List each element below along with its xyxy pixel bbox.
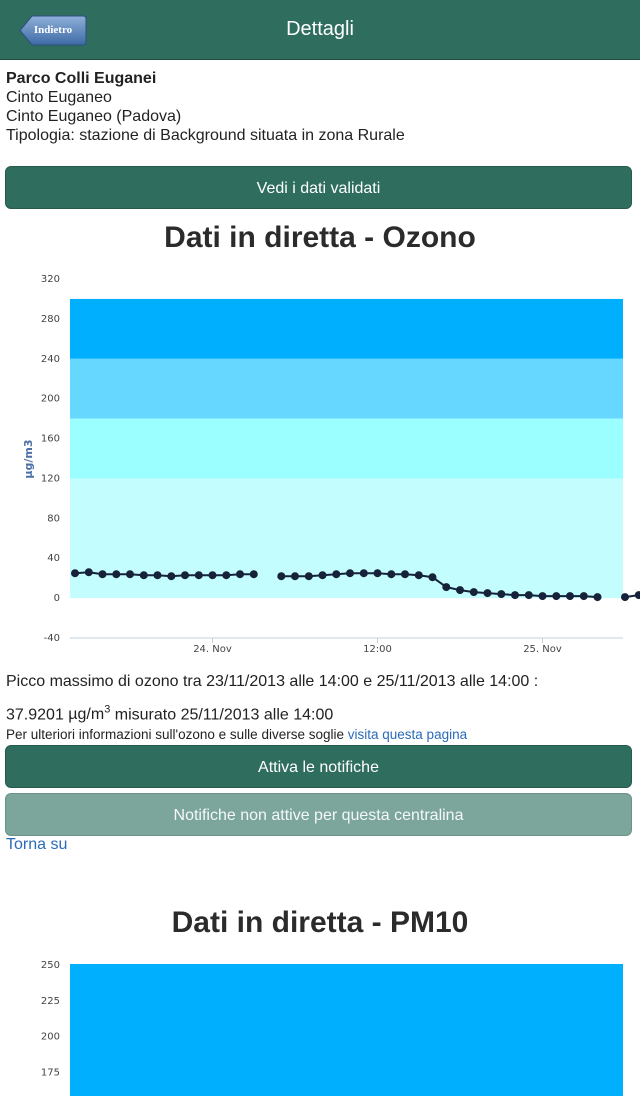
pm10-y-tick-label: 200 [41, 1032, 60, 1043]
ozone-data-point [346, 569, 354, 578]
ozone-y-tick-label: 0 [54, 593, 60, 604]
ozone-band-0 [70, 478, 623, 599]
ozone-y-tick-label: 120 [41, 473, 60, 484]
validated-data-button[interactable]: Vedi i dati validati [5, 166, 632, 209]
ozone-data-point [373, 569, 382, 578]
ozone-data-point [277, 572, 286, 581]
ozone-data-point [126, 570, 134, 579]
back-to-top-link[interactable]: Torna su [6, 836, 68, 853]
ozone-data-point [483, 589, 492, 598]
ozone-y-axis-label: µg/m3 [22, 439, 35, 478]
ozone-data-point [194, 571, 203, 580]
ozone-section-title: Dati in diretta - Ozono [164, 221, 476, 254]
ozone-data-point [593, 593, 602, 602]
ozone-data-point [249, 570, 258, 579]
ozone-peak-value: 37.9201 [6, 706, 64, 724]
pm10-y-tick-label: 225 [41, 996, 60, 1007]
station-town: Cinto Euganeo [6, 89, 112, 106]
unit-base: µg/m [68, 706, 105, 724]
ozone-data-point [291, 572, 299, 581]
ozone-data-point [139, 571, 148, 580]
ozone-y-tick-label: 200 [41, 394, 60, 405]
ozone-data-point [332, 570, 341, 579]
ozone-series-points [71, 568, 640, 602]
ozone-data-point [428, 573, 437, 582]
ozone-data-point [359, 569, 368, 578]
ozone-y-tick-label: 240 [41, 354, 60, 365]
ozone-peak-line1: Picco massimo di ozono tra 23/11/2013 al… [6, 673, 539, 690]
ozone-data-point [236, 570, 244, 579]
ozone-data-point [98, 570, 107, 579]
back-button-label: Indietro [33, 24, 73, 36]
more-info-text: Per ulteriori informazioni sull'ozono e … [6, 727, 344, 742]
ozone-data-point [469, 588, 478, 597]
ozone-x-tick-label: 24. Nov [193, 644, 232, 655]
ozone-data-point [579, 592, 588, 601]
ozone-y-tick-label: 40 [47, 553, 60, 564]
ozone-data-point [442, 583, 451, 592]
ozone-y-tick-label: 160 [41, 434, 60, 445]
ozone-peak-unit: µg/m3 [68, 704, 111, 724]
ozone-data-point [511, 591, 519, 600]
ozone-data-point [497, 590, 506, 599]
ozone-peak-line2: 37.9201 µg/m3 misurato 25/11/2013 alle 1… [6, 696, 634, 729]
pm10-y-tick-label: 175 [41, 1067, 60, 1078]
ozone-peak-text: Picco massimo di ozono tra 23/11/2013 al… [6, 667, 634, 729]
ozone-band-3 [70, 298, 623, 359]
ozone-data-point [71, 569, 79, 578]
station-town-province: Cinto Euganeo (Padova) [6, 108, 182, 125]
ozone-chart: -40 0 40 80 120 160 200 240 280 320 24. Nov 12:00 2… [22, 274, 640, 655]
page-title: Dettagli [286, 18, 354, 40]
ozone-data-point [304, 572, 313, 581]
ozone-peak-suffix: misurato 25/11/2013 alle 14:00 [114, 706, 334, 724]
pm10-band-0 [70, 964, 623, 1096]
back-arrow-shape [19, 15, 87, 46]
ozone-data-point [621, 593, 629, 602]
ozone-x-tick-label: 25. Nov [523, 644, 562, 655]
station-type: Tipologia: stazione di Background situat… [6, 127, 405, 144]
pm10-y-ticks: 175 200 225 250 [41, 960, 60, 1078]
ozone-data-point [181, 571, 189, 580]
ozone-y-tick-label: 320 [41, 274, 60, 285]
ozone-data-point [318, 571, 327, 580]
ozone-data-point [456, 586, 464, 595]
pm10-y-tick-label: 250 [41, 960, 60, 971]
ozone-x-tick-label: 12:00 [363, 644, 392, 655]
ozone-data-point [566, 592, 574, 601]
ozone-data-point [538, 592, 547, 601]
ozone-data-point [208, 571, 217, 580]
pm10-bands [70, 964, 623, 1096]
ozone-data-point [401, 570, 409, 579]
ozone-band-2 [70, 358, 623, 419]
ozone-data-point [167, 572, 176, 581]
ozone-band-1 [70, 418, 623, 479]
ozone-more-info: Per ulteriori informazioni sull'ozono e … [6, 727, 467, 742]
back-button[interactable]: Indietro [19, 15, 87, 46]
ozone-y-tick-label: 280 [41, 314, 60, 325]
pm10-chart: 175 200 225 250 [41, 960, 623, 1096]
station-name: Parco Colli Euganei [6, 70, 157, 87]
enable-notifications-button[interactable]: Attiva le notifiche [5, 745, 632, 788]
ozone-data-point [84, 568, 93, 577]
ozone-data-point [524, 591, 533, 600]
ozone-data-point [414, 571, 423, 580]
ozone-data-point [387, 570, 396, 579]
notifications-inactive-button[interactable]: Notifiche non attive per questa centrali… [5, 793, 632, 836]
ozone-data-point [552, 592, 561, 601]
pm10-section-title: Dati in diretta - PM10 [171, 906, 469, 939]
ozone-threshold-bands [70, 298, 623, 599]
header-bar: Indietro Dettagli [0, 0, 640, 60]
ozone-y-ticks: -40 0 40 80 120 160 200 240 280 320 [41, 274, 60, 644]
ozone-data-point [112, 570, 121, 579]
ozone-y-tick-label: -40 [44, 633, 60, 644]
ozone-data-point [634, 591, 640, 600]
ozone-data-point [153, 571, 162, 580]
more-info-link[interactable]: visita questa pagina [347, 727, 468, 742]
station-info: Parco Colli Euganei Cinto Euganeo Cinto … [6, 69, 405, 145]
unit-exponent: 3 [104, 704, 111, 716]
ozone-y-tick-label: 80 [47, 513, 60, 524]
ozone-data-point [222, 571, 231, 580]
